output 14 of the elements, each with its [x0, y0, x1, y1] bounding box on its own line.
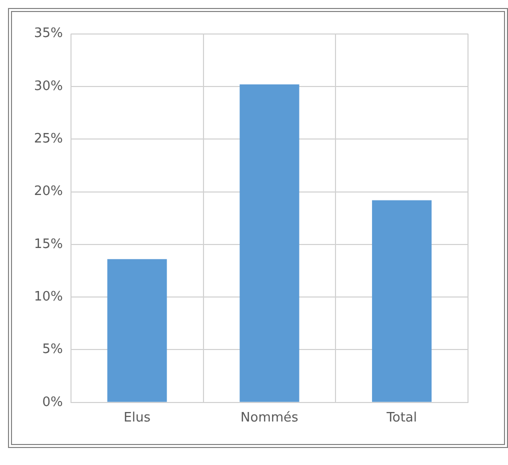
x-tick-label: Elus: [124, 410, 151, 426]
y-tick-label: 30%: [34, 78, 63, 94]
bar: [107, 259, 167, 402]
y-tick-label: 15%: [34, 236, 63, 252]
y-tick-label: 0%: [42, 394, 63, 410]
y-tick-label: 20%: [34, 184, 63, 200]
bar: [372, 200, 432, 402]
y-tick-label: 35%: [34, 26, 63, 42]
x-tick-label: Nommés: [240, 410, 299, 426]
y-tick-label: 25%: [34, 131, 63, 146]
y-tick-label: 5%: [42, 342, 63, 358]
bar: [240, 84, 300, 402]
x-tick-label: Total: [386, 410, 418, 426]
y-tick-label: 10%: [34, 289, 63, 304]
